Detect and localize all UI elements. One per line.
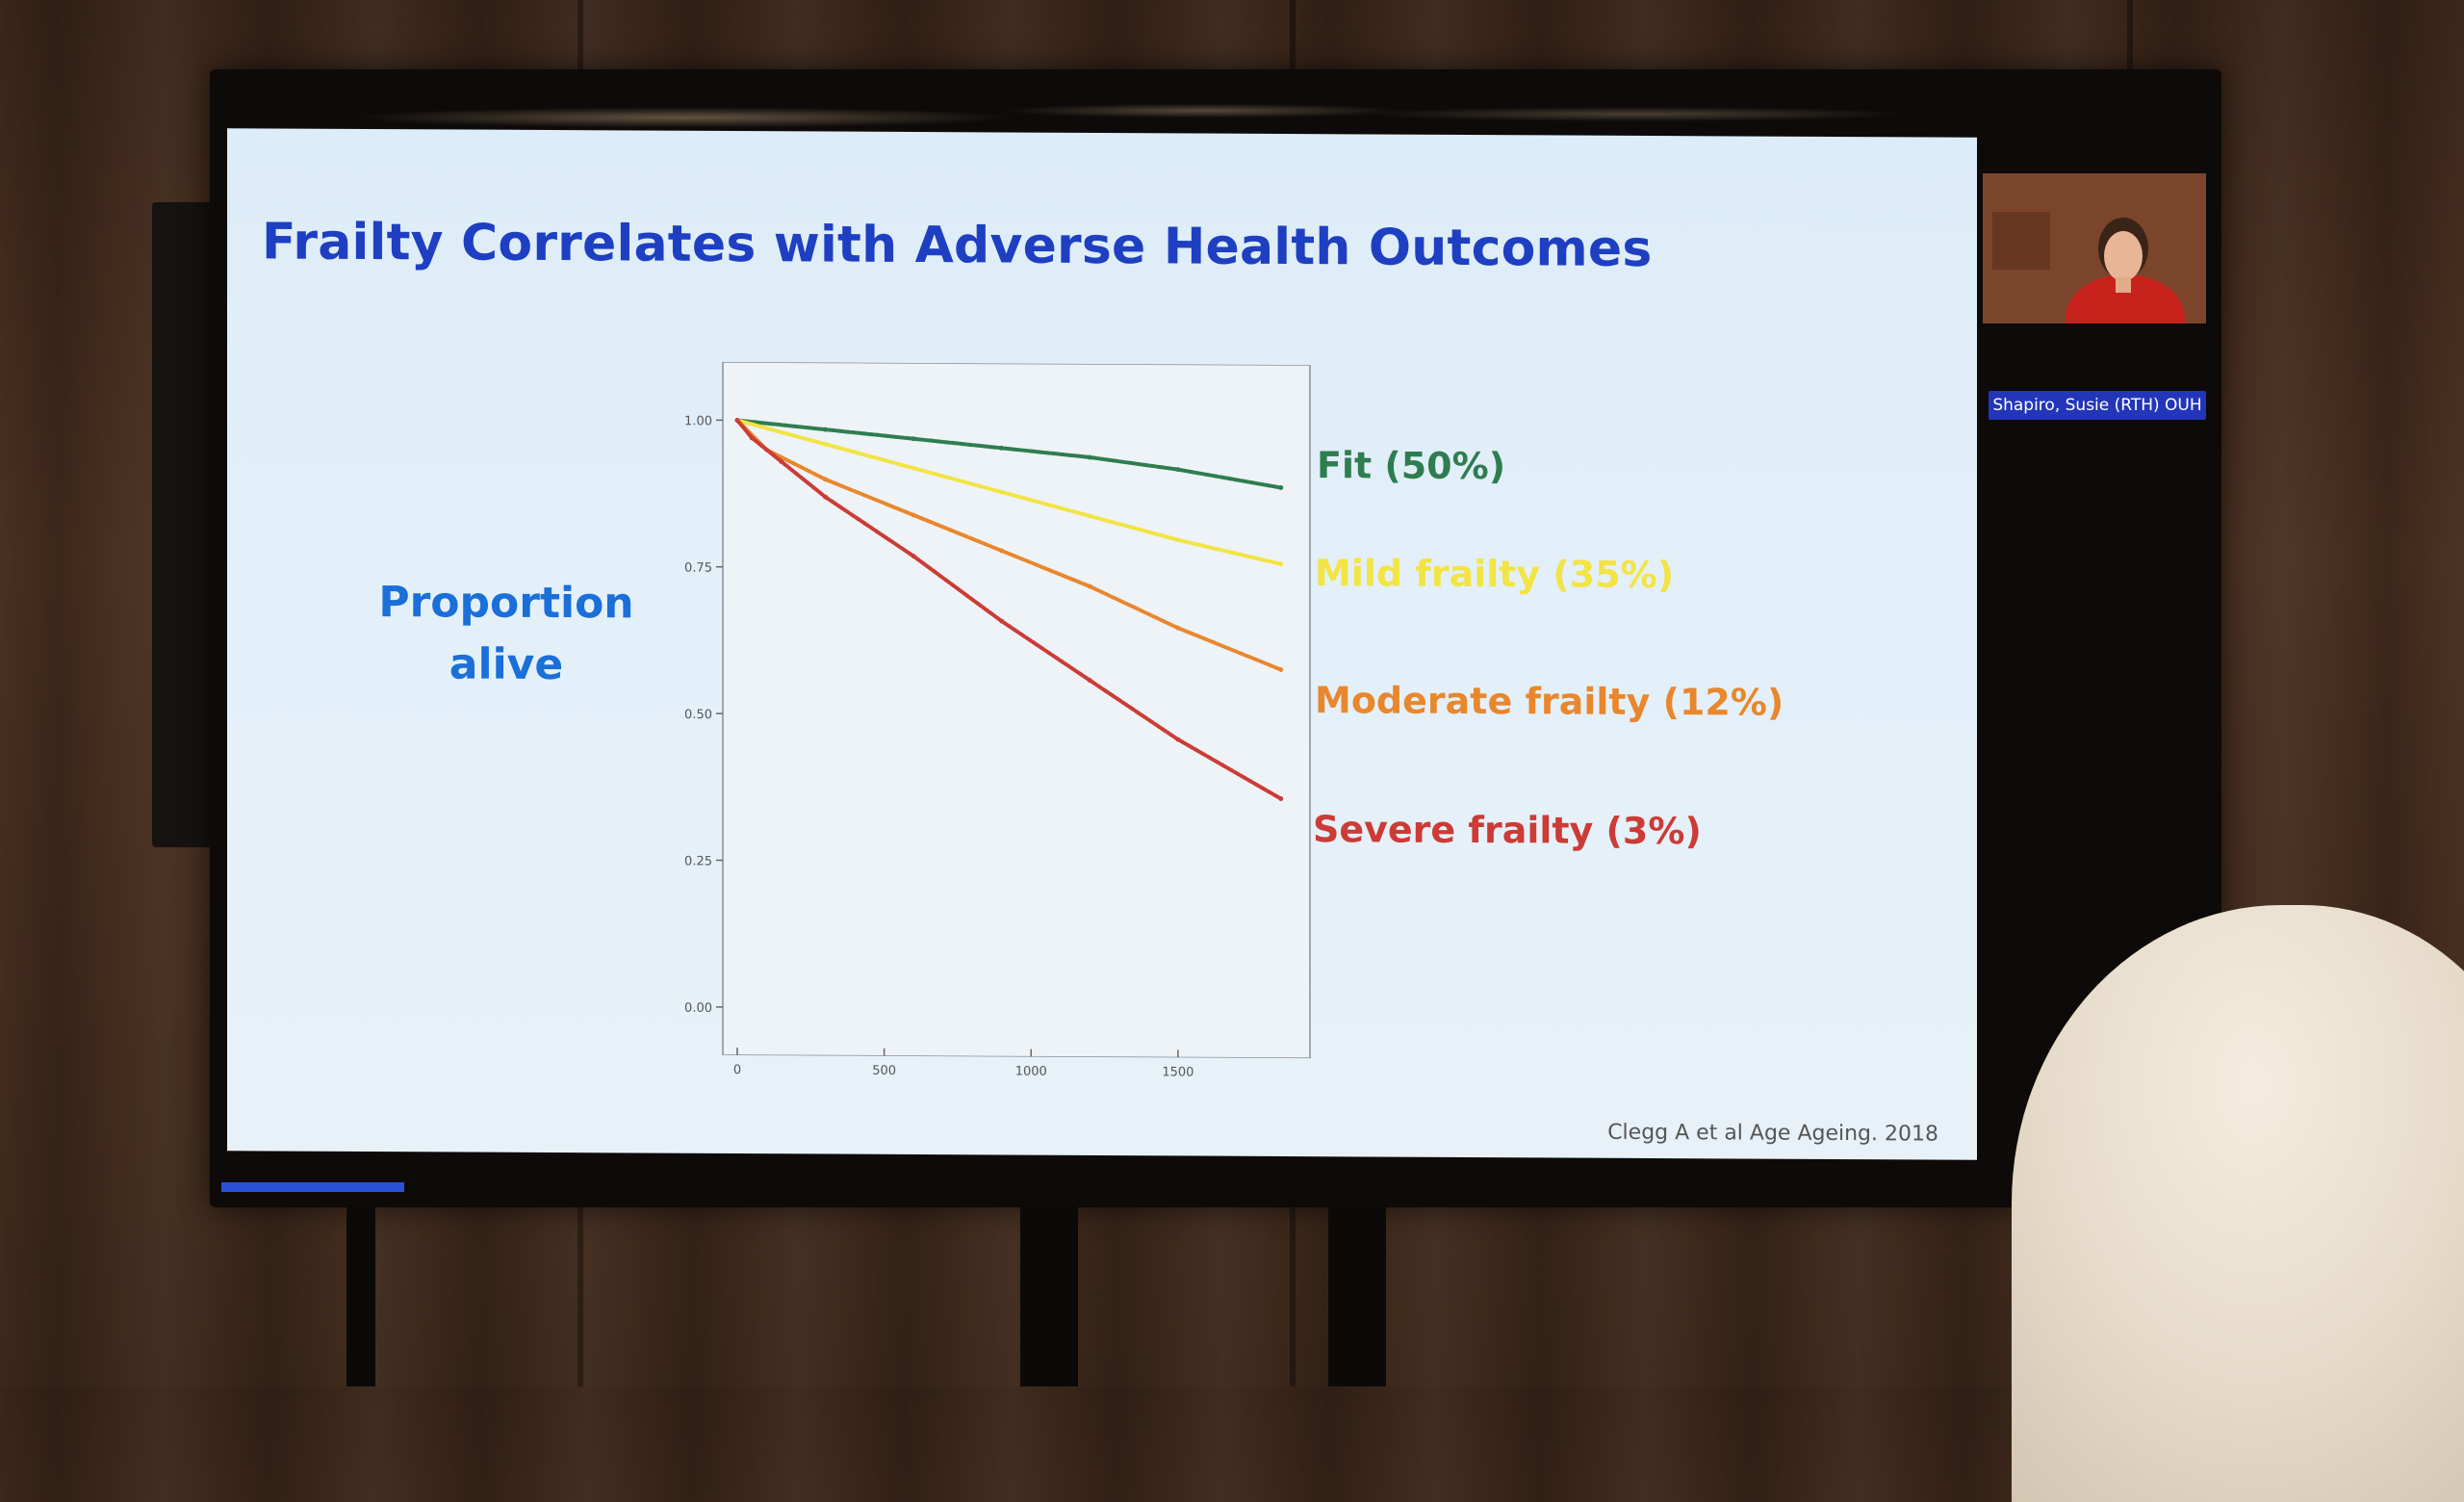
data-point — [1088, 584, 1092, 589]
data-point — [999, 549, 1004, 554]
legend-severe-frailty: Severe frailty (3%) — [1313, 808, 1702, 852]
presentation-slide: Frailty Correlates with Adverse Health O… — [227, 128, 1977, 1160]
participant-name-tag: Shapiro, Susie (RTH) OUH — [1989, 391, 2206, 420]
monitor-stand-leg — [1020, 1204, 1078, 1386]
data-point — [1088, 454, 1092, 459]
data-point — [823, 427, 828, 432]
y-tick-label: 0.00 — [684, 1001, 712, 1016]
y-axis-label-line: Proportion — [362, 572, 651, 635]
data-point — [823, 495, 828, 500]
legend-moderate-frailty: Moderate frailty (12%) — [1315, 679, 1784, 724]
slide-progress-bar — [221, 1182, 404, 1192]
data-point — [1175, 626, 1180, 631]
y-tick-label: 1.00 — [684, 414, 712, 428]
x-tick-label: 1500 — [1149, 1065, 1207, 1079]
y-tick-label: 0.75 — [684, 561, 712, 576]
data-point — [823, 442, 828, 447]
participant-avatar — [1983, 173, 2206, 324]
x-tick-label: 1000 — [1002, 1064, 1060, 1078]
data-point — [779, 459, 783, 464]
y-axis-label-line: alive — [362, 634, 651, 697]
participant-video — [1983, 173, 2206, 324]
data-point — [999, 490, 1004, 495]
legend-fit: Fit (50%) — [1317, 444, 1505, 487]
data-point — [750, 435, 755, 440]
x-tick-label: 0 — [708, 1063, 766, 1077]
data-point — [735, 418, 740, 423]
data-point — [1175, 738, 1180, 742]
data-point — [1278, 485, 1283, 490]
data-point — [1175, 537, 1180, 542]
monitor-stand-leg — [1328, 1204, 1386, 1386]
plot-frame — [723, 362, 1310, 1058]
slide-title: Frailty Correlates with Adverse Health O… — [262, 213, 1653, 278]
data-point — [1278, 796, 1283, 801]
y-axis-label: Proportion alive — [362, 572, 651, 697]
data-point — [1175, 467, 1180, 472]
x-tick-label: 500 — [856, 1064, 913, 1078]
data-point — [1088, 678, 1092, 683]
y-tick-label: 0.50 — [684, 708, 712, 722]
data-point — [999, 446, 1004, 451]
data-point — [1278, 667, 1283, 672]
data-point — [911, 436, 916, 441]
legend-mild-frailty: Mild frailty (35%) — [1315, 552, 1674, 596]
monitor-stand-leg — [346, 1204, 375, 1386]
data-point — [911, 554, 916, 558]
data-point — [911, 466, 916, 471]
data-point — [823, 477, 828, 481]
y-tick-label: 0.25 — [684, 854, 712, 868]
data-point — [999, 619, 1004, 624]
data-point — [1088, 513, 1092, 518]
data-point — [911, 512, 916, 517]
citation: Clegg A et al Age Ageing. 2018 — [1607, 1121, 1938, 1147]
data-point — [1278, 561, 1283, 566]
